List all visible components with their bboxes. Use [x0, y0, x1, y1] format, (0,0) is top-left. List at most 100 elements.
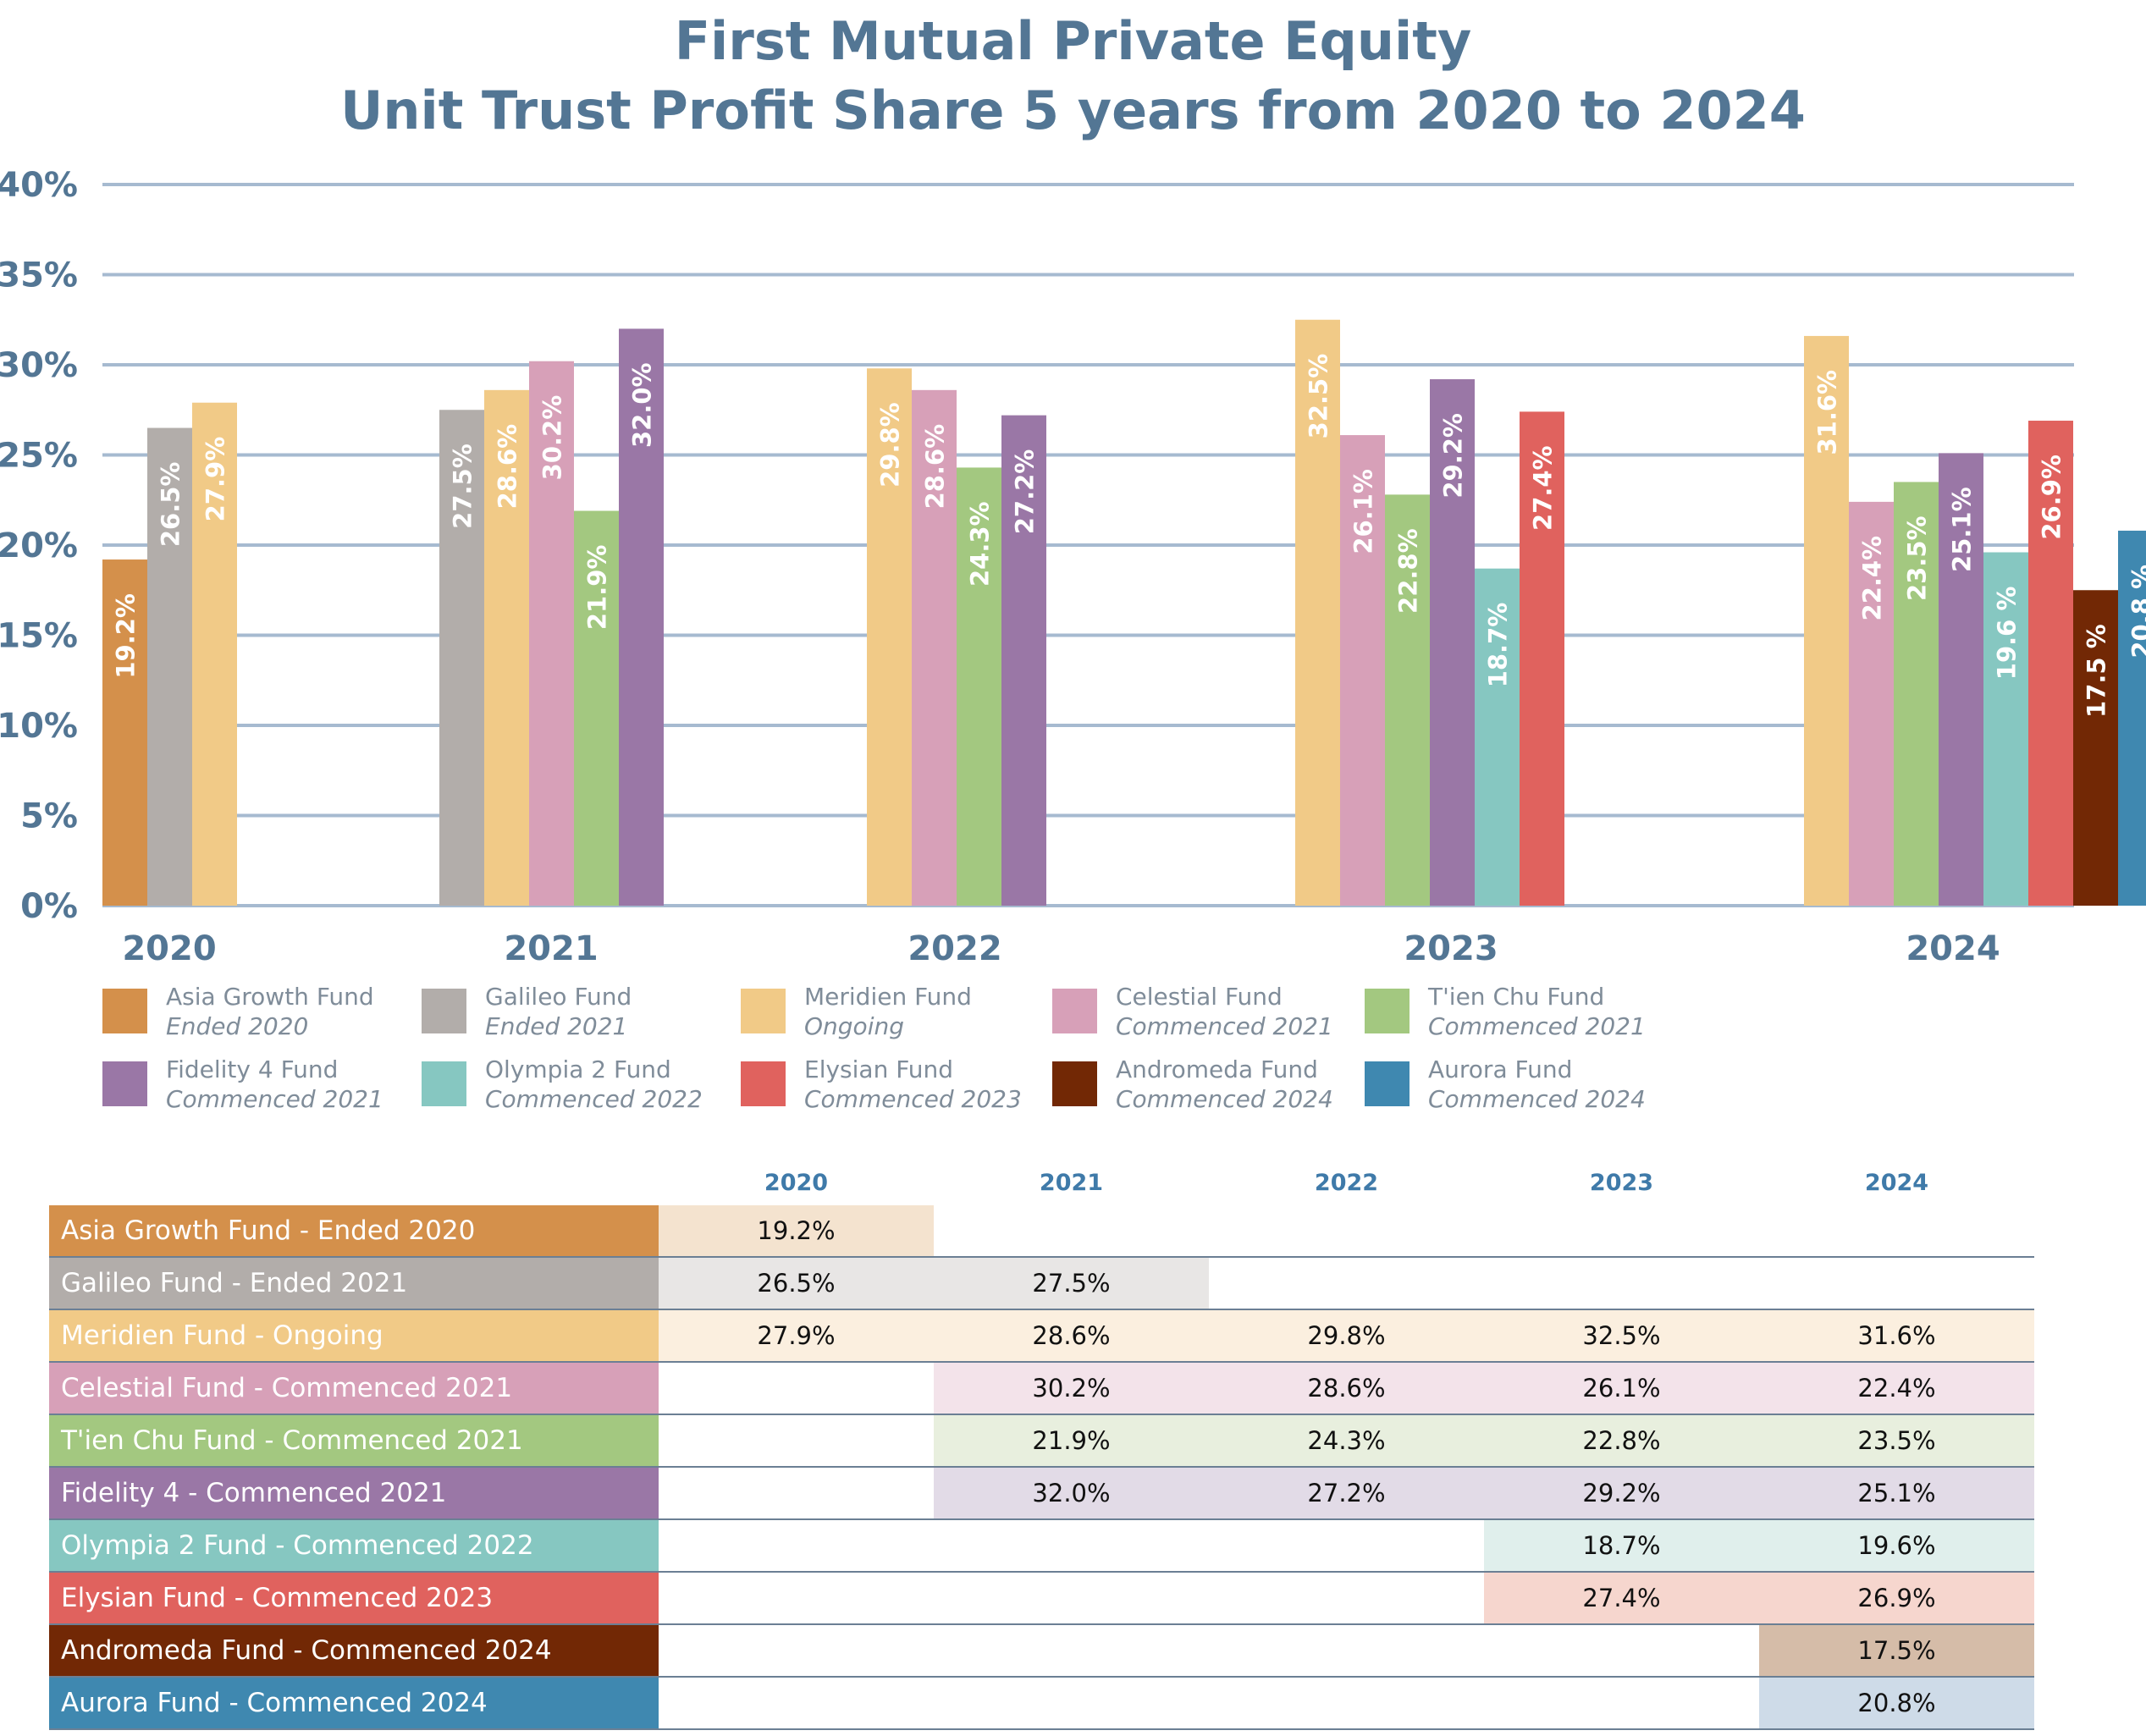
- table-header: 2022: [1314, 1169, 1379, 1196]
- y-tick-label: 40%: [0, 166, 78, 205]
- table-cell: 18.7%: [1484, 1519, 1759, 1573]
- table-cell: [1484, 1205, 1759, 1258]
- legend-note: Ended 2021: [485, 1012, 628, 1040]
- bar: [1001, 415, 1046, 906]
- data-label: 25.1%: [1948, 487, 1977, 572]
- table-cell: [1484, 1677, 1759, 1730]
- legend-text: Fidelity 4 Fund Commenced 2021: [166, 1055, 383, 1114]
- data-label: 29.8%: [876, 402, 905, 488]
- legend-swatch: [102, 989, 147, 1033]
- bar: [529, 361, 574, 906]
- table-cell: 19.6%: [1759, 1519, 2034, 1573]
- table-corner: [49, 1160, 659, 1205]
- legend-swatch: [1052, 989, 1097, 1033]
- legend-text: Celestial Fund Commenced 2021: [1116, 982, 1333, 1041]
- x-tick-label: 2020: [122, 929, 216, 968]
- table-cell: 27.9%: [659, 1309, 934, 1363]
- bar: [1385, 494, 1430, 906]
- bar: [2073, 590, 2118, 906]
- legend-swatch: [1052, 1061, 1097, 1106]
- table-row: Andromeda Fund - Commenced 2024 17.5%: [49, 1624, 2034, 1678]
- table-cell: 32.0%: [934, 1467, 1209, 1520]
- table-cell: 27.5%: [934, 1257, 1209, 1310]
- table-cell: [659, 1519, 934, 1573]
- table-cell: 26.9%: [1759, 1572, 2034, 1625]
- table-row: Fidelity 4 - Commenced 2021 32.0% 27.2% 29.…: [49, 1467, 2034, 1520]
- table-cell: 20.8%: [1759, 1677, 2034, 1730]
- title-line-2: Unit Trust Profit Share 5 years from 202…: [340, 80, 1806, 141]
- legend-note: Commenced 2022: [485, 1085, 703, 1113]
- table-cell: [1484, 1257, 1759, 1310]
- row-label: T'ien Chu Fund - Commenced 2021: [49, 1414, 659, 1468]
- legend-swatch: [422, 1061, 466, 1106]
- bar: [192, 402, 237, 907]
- legend-item: Galileo Fund Ended 2021: [422, 982, 632, 1041]
- table-row: Olympia 2 Fund - Commenced 2022 18.7% 19.6…: [49, 1519, 2034, 1573]
- table-cell: [1209, 1519, 1484, 1573]
- y-tick-label: 30%: [0, 346, 78, 385]
- data-label: 19.6 %: [1993, 587, 2022, 681]
- bar: [1983, 552, 2028, 906]
- legend-name: Fidelity 4 Fund: [166, 1055, 339, 1083]
- table-cell: 32.5%: [1484, 1309, 1759, 1363]
- y-tick-label: 25%: [0, 437, 78, 476]
- data-label: 27.9%: [201, 437, 230, 522]
- table-cell: 19.2%: [659, 1205, 934, 1258]
- data-label: 28.6%: [921, 424, 950, 510]
- table-cell: [659, 1362, 934, 1415]
- data-label: 30.2%: [538, 395, 567, 481]
- y-tick-label: 0%: [20, 887, 78, 926]
- legend-text: Olympia 2 Fund Commenced 2022: [485, 1055, 703, 1114]
- y-tick-label: 35%: [0, 256, 78, 295]
- legend-name: Galileo Fund: [485, 983, 632, 1011]
- row-label: Galileo Fund - Ended 2021: [49, 1257, 659, 1310]
- legend-name: Meridien Fund: [804, 983, 972, 1011]
- data-label: 18.7%: [1484, 603, 1513, 688]
- row-label: Elysian Fund - Commenced 2023: [49, 1572, 659, 1625]
- table-cell: [934, 1624, 1209, 1678]
- legend-text: T'ien Chu Fund Commenced 2021: [1428, 982, 1646, 1041]
- legend-name: Asia Growth Fund: [166, 983, 374, 1011]
- bar: [1295, 319, 1340, 906]
- legend-text: Meridien Fund Ongoing: [804, 982, 972, 1041]
- data-label: 20.8 %: [2127, 565, 2146, 659]
- bar: [1849, 501, 1894, 906]
- legend-text: Elysian Fund Commenced 2023: [804, 1055, 1022, 1114]
- legend-name: T'ien Chu Fund: [1428, 983, 1605, 1011]
- data-label: 23.5%: [1903, 515, 1932, 601]
- x-tick-label: 2021: [504, 929, 598, 968]
- data-label: 27.5%: [449, 444, 477, 529]
- row-label: Olympia 2 Fund - Commenced 2022: [49, 1519, 659, 1573]
- table-cell: [1209, 1257, 1484, 1310]
- legend-swatch: [741, 1061, 786, 1106]
- table-row: Elysian Fund - Commenced 2023 27.4% 26.9%: [49, 1572, 2034, 1625]
- legend-swatch: [1365, 989, 1410, 1033]
- table-row: T'ien Chu Fund - Commenced 2021 21.9% 24.3…: [49, 1414, 2034, 1468]
- legend-note: Commenced 2021: [1116, 1012, 1333, 1040]
- y-tick-label: 10%: [0, 707, 78, 746]
- row-label: Celestial Fund - Commenced 2021: [49, 1362, 659, 1415]
- bar: [1939, 453, 1983, 906]
- table-header: 2021: [1039, 1169, 1104, 1196]
- table-cell: 24.3%: [1209, 1414, 1484, 1468]
- bar: [574, 510, 619, 906]
- bar: [1894, 482, 1939, 906]
- legend-note: Commenced 2024: [1428, 1085, 1646, 1113]
- table-cell: 21.9%: [934, 1414, 1209, 1468]
- legend-swatch: [1365, 1061, 1410, 1106]
- data-label: 26.5%: [157, 462, 185, 548]
- bar: [912, 389, 957, 906]
- row-label: Aurora Fund - Commenced 2024: [49, 1677, 659, 1730]
- legend: Asia Growth Fund Ended 2020 Galileo Fund En…: [0, 982, 2146, 1134]
- table-cell: [659, 1677, 934, 1730]
- legend-name: Aurora Fund: [1428, 1055, 1573, 1083]
- table-cell: 26.5%: [659, 1257, 934, 1310]
- legend-note: Commenced 2024: [1116, 1085, 1333, 1113]
- table-cell: [659, 1467, 934, 1520]
- legend-item: Celestial Fund Commenced 2021: [1052, 982, 1333, 1041]
- legend-item: Olympia 2 Fund Commenced 2022: [422, 1055, 703, 1114]
- table-cell: 27.4%: [1484, 1572, 1759, 1625]
- bar: [867, 368, 912, 906]
- table-cell: [659, 1414, 934, 1468]
- legend-text: Aurora Fund Commenced 2024: [1428, 1055, 1646, 1114]
